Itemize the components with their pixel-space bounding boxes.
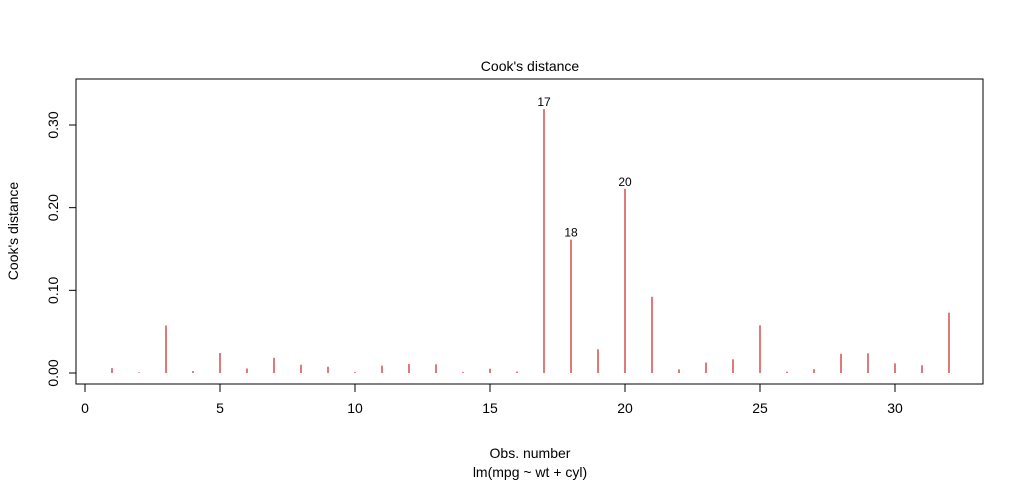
x-tick-label: 5 xyxy=(216,400,224,416)
x-tick-label: 10 xyxy=(347,400,363,416)
x-tick-label: 25 xyxy=(752,400,768,416)
axes: 0 5 10 15 20 25 30 0.00 0.10 0.20 0.30 xyxy=(45,111,903,416)
plot-frame xyxy=(75,78,984,385)
annotation-label: 20 xyxy=(618,175,632,189)
y-tick-label: 0.20 xyxy=(45,194,61,221)
x-tick-label: 20 xyxy=(617,400,633,416)
annotation-label: 17 xyxy=(537,95,551,109)
x-axis-label: Obs. number xyxy=(490,445,571,461)
x-axis-subtitle: lm(mpg ~ wt + cyl) xyxy=(473,464,587,480)
y-axis-label: Cook's distance xyxy=(5,182,21,281)
x-tick-label: 30 xyxy=(887,400,903,416)
annotation-label: 18 xyxy=(564,226,578,240)
y-tick-label: 0.10 xyxy=(45,276,61,303)
chart-title: Cook's distance xyxy=(481,58,580,74)
x-tick-label: 0 xyxy=(81,400,89,416)
x-tick-label: 15 xyxy=(482,400,498,416)
y-tick-label: 0.30 xyxy=(45,111,61,138)
annotations: 17 18 20 xyxy=(537,95,632,240)
y-tick-label: 0.00 xyxy=(45,359,61,386)
bars xyxy=(111,109,950,373)
